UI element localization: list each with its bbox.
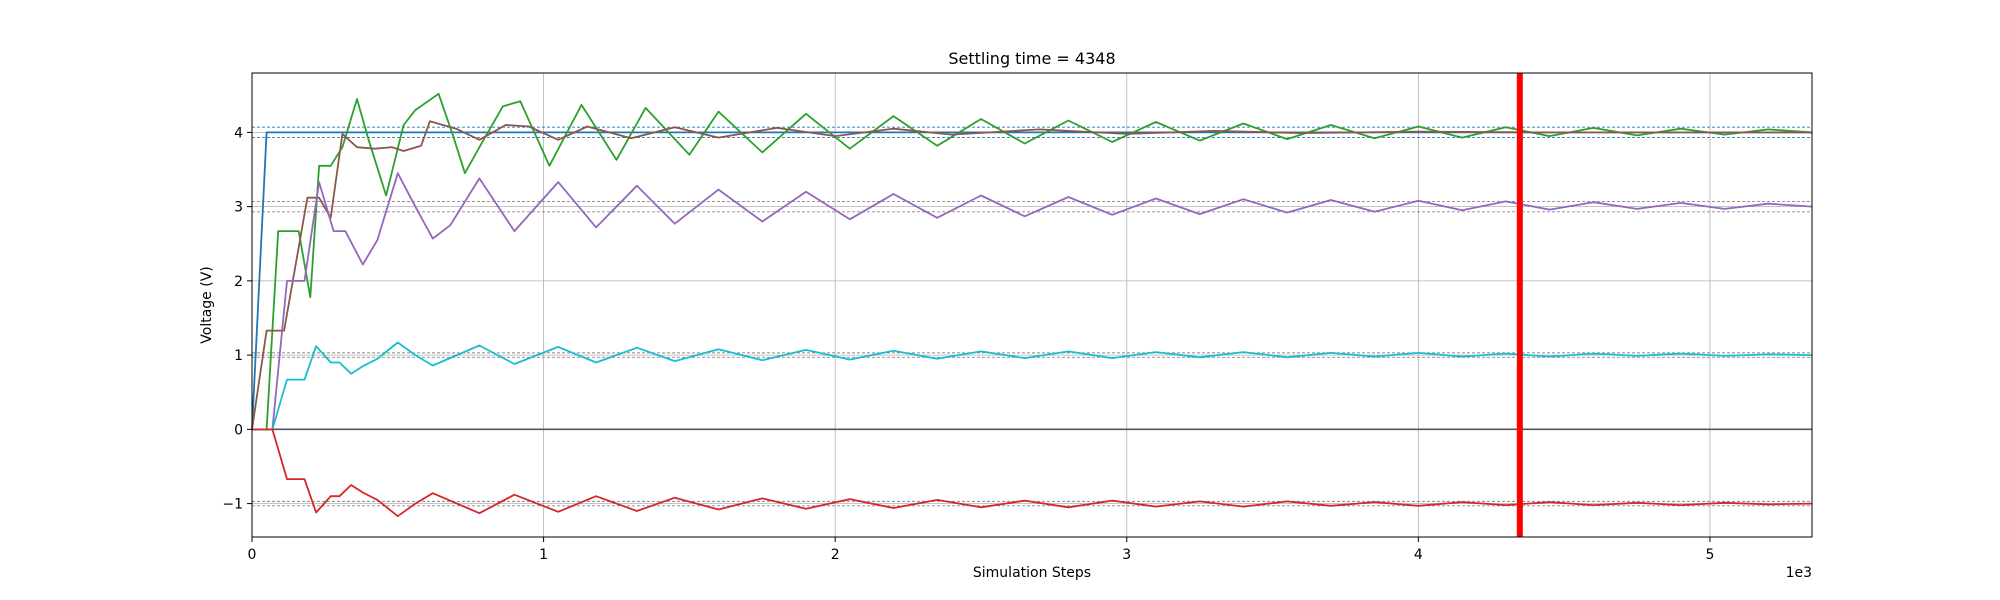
- y-tick-label: 3: [234, 200, 243, 216]
- x-tick-label: 5: [1705, 547, 1714, 563]
- y-tick-label: 1: [234, 348, 243, 364]
- series-line-2: [252, 92, 1813, 431]
- series-line-3: [251, 120, 1812, 430]
- x-tick-label: 2: [831, 547, 840, 563]
- chart-title: Settling time = 4348: [948, 49, 1115, 68]
- y-tick-label: −1: [222, 497, 243, 513]
- x-tick-label: 1: [539, 547, 548, 563]
- series-line-4: [252, 172, 1813, 431]
- y-tick-label: 2: [234, 274, 243, 290]
- plot-frame: [251, 72, 1813, 538]
- series-line-5: [252, 341, 1813, 431]
- y-tick-label: 4: [234, 125, 243, 141]
- series-lines: [251, 92, 1813, 518]
- series-line-6: [252, 428, 1813, 518]
- axis-ticks: 0 1 2 3 4 5 −1 0 1 2 3 4: [222, 125, 1714, 563]
- y-tick-label: 0: [234, 422, 243, 438]
- x-axis-label: Simulation Steps: [973, 565, 1091, 581]
- x-axis-scale-label: 1e3: [1786, 565, 1812, 581]
- plot-area: [252, 73, 1812, 537]
- y-axis-label: Voltage (V): [199, 266, 215, 343]
- x-tick-label: 0: [248, 547, 257, 563]
- x-tick-label: 4: [1414, 547, 1423, 563]
- x-tick-label: 3: [1122, 547, 1131, 563]
